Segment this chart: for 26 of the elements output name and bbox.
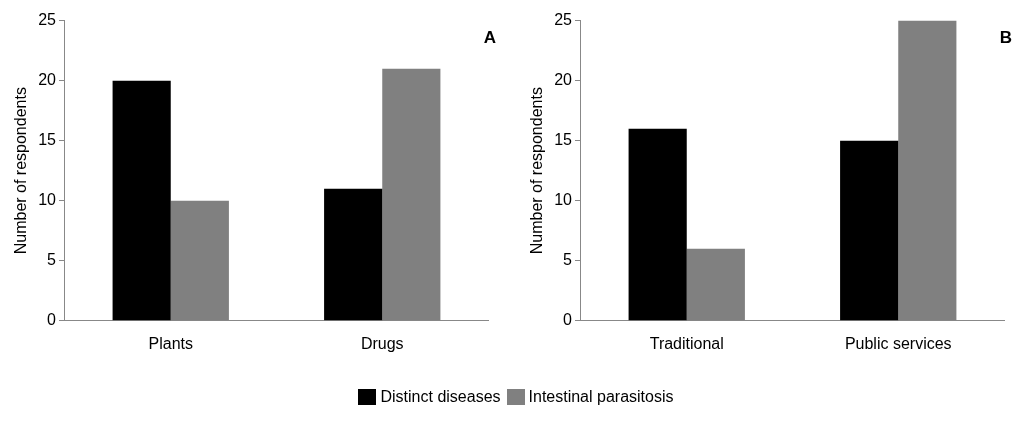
x-tick-label: Traditional xyxy=(649,334,724,352)
y-tick-label: 20 xyxy=(38,71,57,89)
legend-label: Intestinal parasitosis xyxy=(528,388,674,406)
y-tick-label: 20 xyxy=(554,71,573,89)
y-axis-title: Number of respondents xyxy=(528,87,546,255)
y-tick-label: 5 xyxy=(47,251,57,269)
bar xyxy=(628,128,687,321)
bar xyxy=(324,188,383,321)
y-axis-title: Number of respondents xyxy=(12,87,30,255)
y-tick-label: 10 xyxy=(38,191,57,209)
y-tick-label: 25 xyxy=(554,11,573,29)
y-tick-label: 15 xyxy=(554,131,573,149)
bar xyxy=(112,80,171,321)
annotation: A xyxy=(483,27,496,47)
y-tick-label: 0 xyxy=(47,311,57,329)
x-tick-label: Drugs xyxy=(360,334,404,352)
bar xyxy=(840,140,899,321)
legend-label: Distinct diseases xyxy=(380,388,501,406)
y-tick-label: 25 xyxy=(38,11,57,29)
y-tick-label: 10 xyxy=(554,191,573,209)
y-tick-label: 15 xyxy=(38,131,57,149)
y-tick-label: 5 xyxy=(563,251,573,269)
x-tick-label: Plants xyxy=(148,334,193,352)
y-tick-label: 0 xyxy=(563,311,573,329)
annotation: B xyxy=(999,27,1012,47)
x-tick-label: Public services xyxy=(844,334,952,352)
